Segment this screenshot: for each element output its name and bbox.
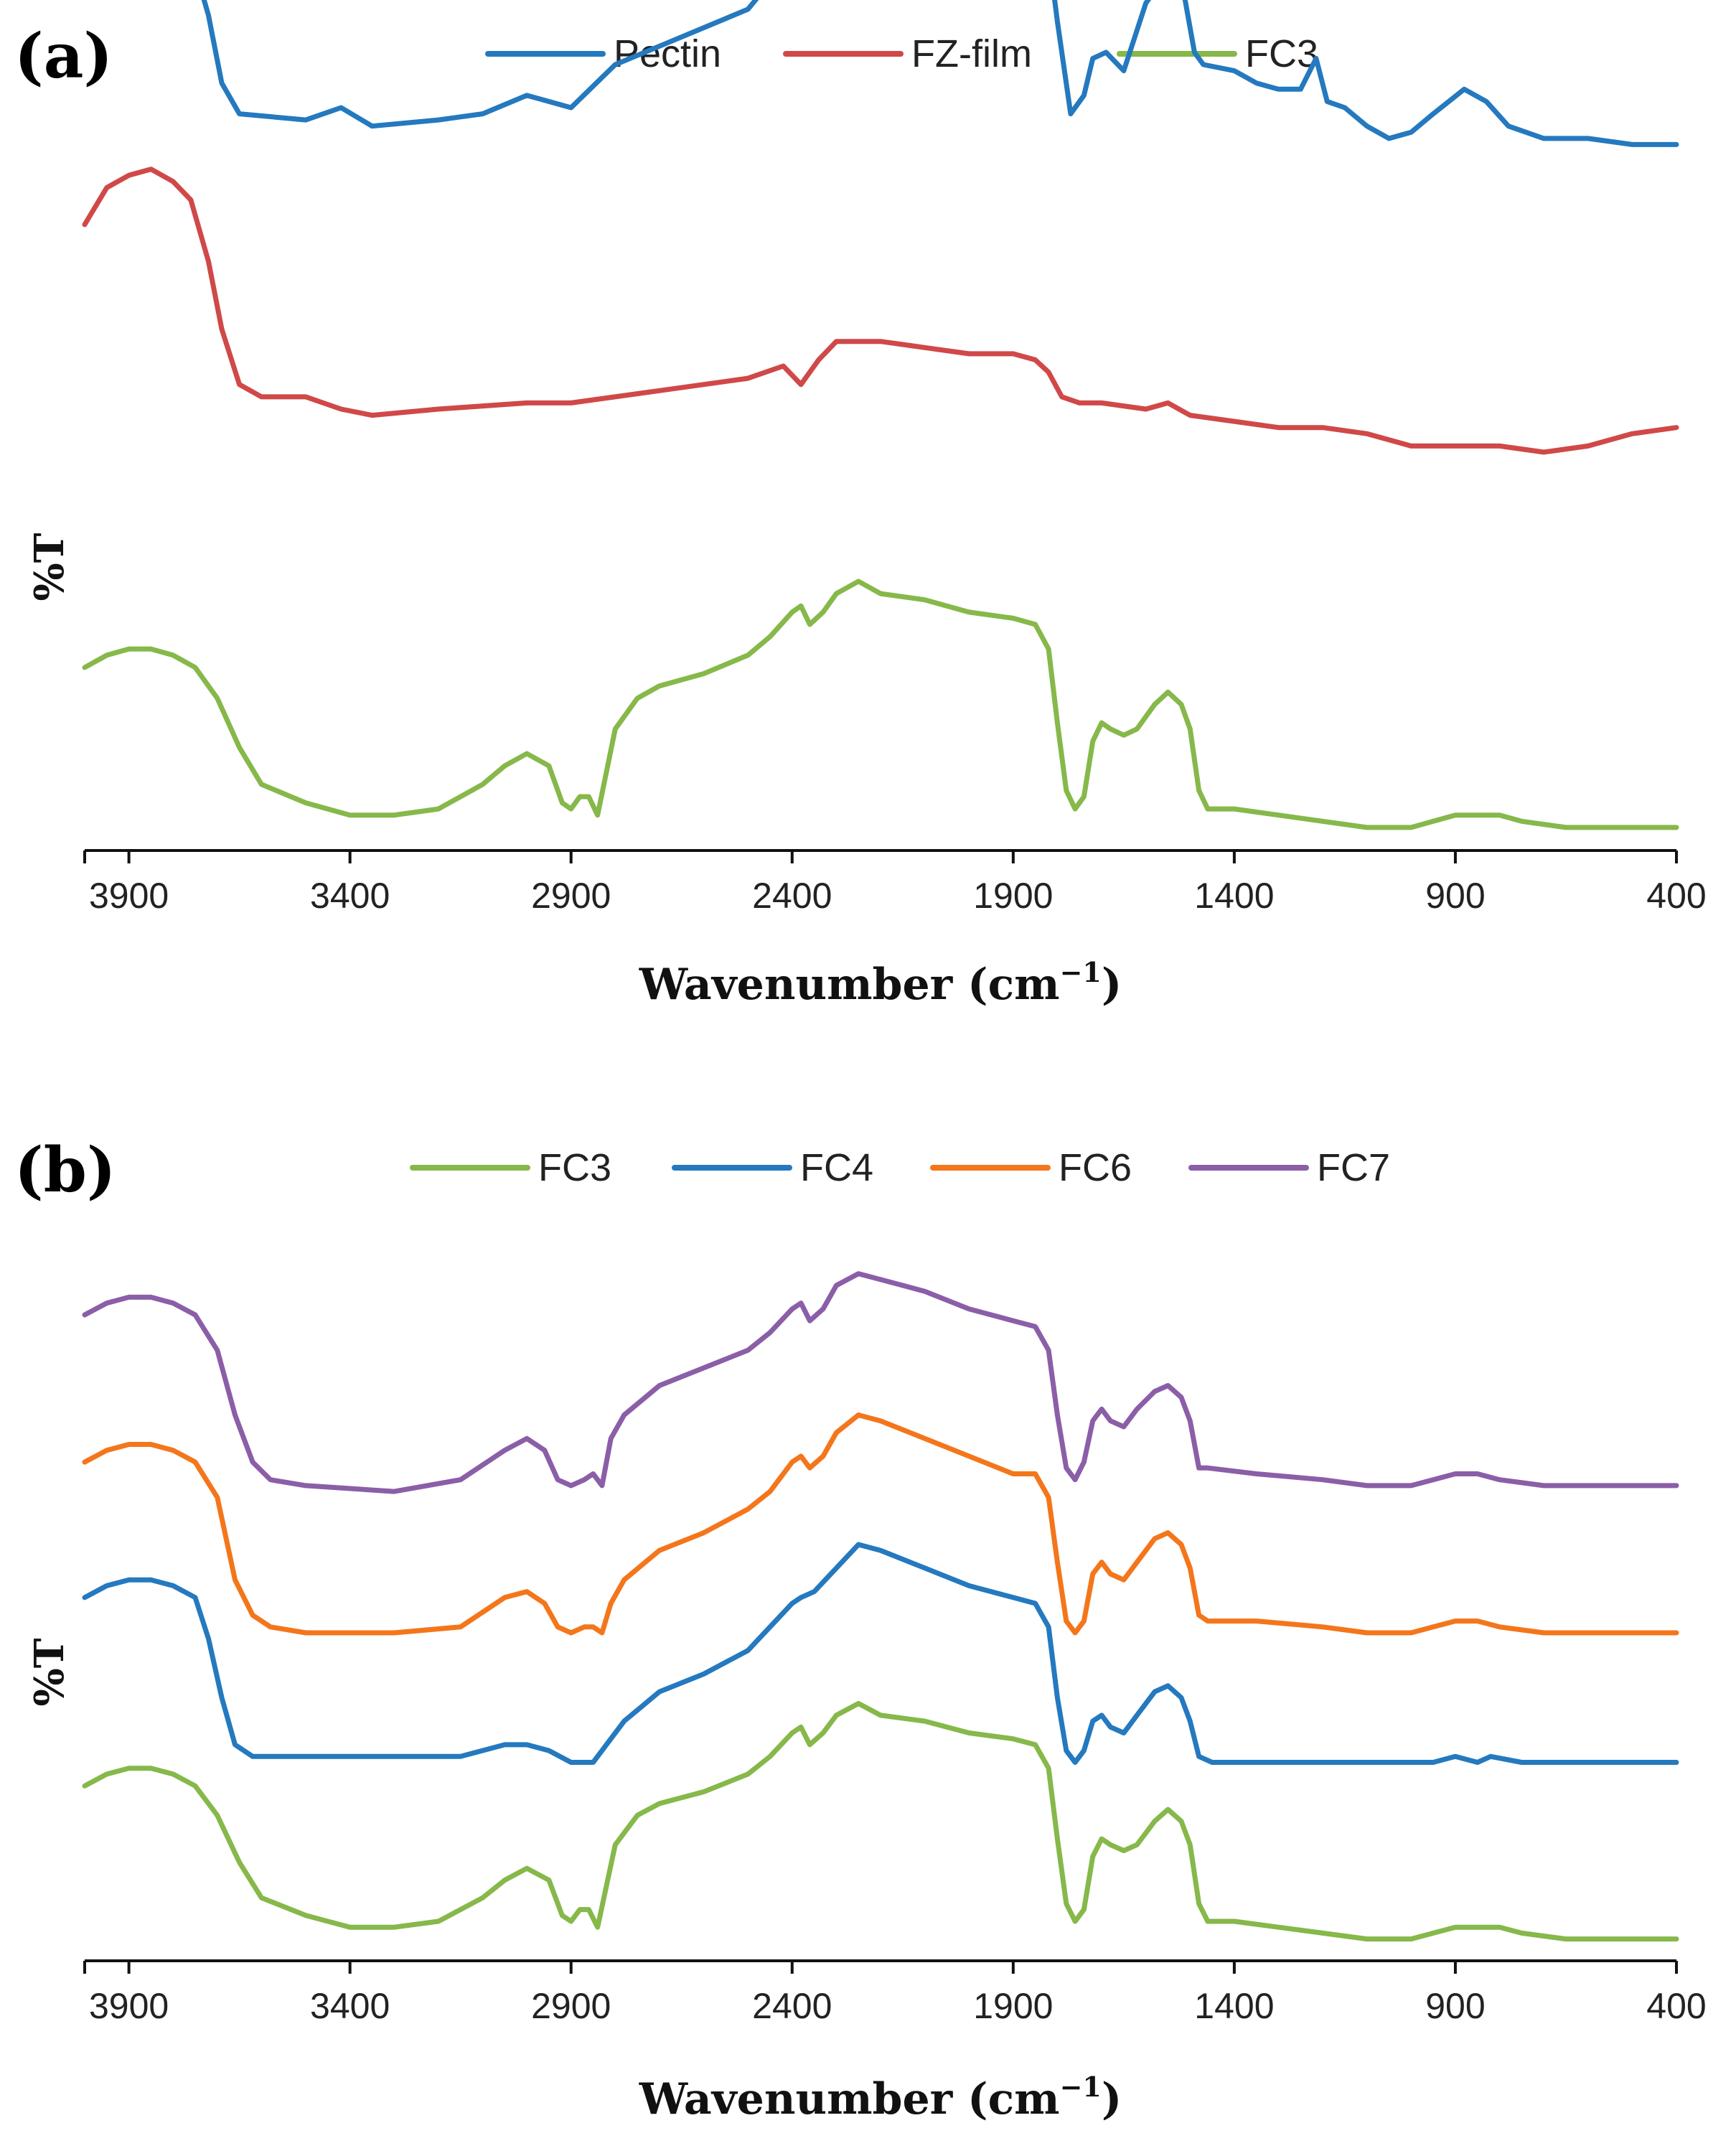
panel-a-label: (a)	[14, 20, 113, 93]
panel-a-x-axis-title: Wavenumber (cm−1)	[639, 956, 1122, 1010]
legend-label: FC4	[800, 1146, 873, 1189]
panel-b-x-axis-title: Wavenumber (cm−1)	[639, 2071, 1122, 2124]
legend-label: FC7	[1317, 1146, 1390, 1189]
x-tick-label: 2900	[531, 876, 611, 916]
x-tick-label: 1900	[973, 876, 1053, 916]
x-tick-label: 3400	[310, 876, 390, 916]
series-line-fc3	[82, 578, 1679, 830]
x-tick-label: 400	[1646, 876, 1706, 916]
x-tick-label: 1400	[1194, 1986, 1274, 2026]
series-line-fc4	[82, 1542, 1679, 1765]
x-tick-label: 400	[1646, 1986, 1706, 2026]
series-line-pectin	[201, 0, 1679, 147]
x-tick-label: 3400	[310, 1986, 390, 2026]
panel-b-x-ticks: 3900 3400 2900 2400 1900 1400 900 400	[83, 1961, 1707, 2026]
x-tick-label: 3900	[89, 1986, 169, 2026]
panel-a: (a) Pectin FZ-film FC3 3900 3400 2900 2400 190…	[14, 0, 1707, 1010]
x-tick-label: 3900	[89, 876, 169, 916]
panel-a-x-ticks: 3900 3400 2900 2400 1900 1400 900 400	[83, 850, 1707, 916]
panel-a-legend: Pectin FZ-film FC3	[485, 32, 1318, 75]
legend-label: FC6	[1059, 1146, 1132, 1189]
panel-b: (b) FC3 FC4 FC6 FC7 3900 3400 2900 2400 1900 140…	[14, 1134, 1707, 2124]
x-tick-label: 1900	[973, 1986, 1053, 2026]
series-line-fc6	[82, 1412, 1679, 1636]
x-tick-label: 2400	[752, 876, 832, 916]
legend-label: FZ-film	[911, 32, 1032, 75]
series-line-fc3	[82, 1701, 1679, 1942]
x-tick-label: 900	[1425, 876, 1485, 916]
legend-label: Pectin	[614, 32, 721, 75]
panel-b-y-axis-title: %T	[26, 1638, 73, 1706]
panel-b-label: (b)	[14, 1134, 116, 1206]
series-line-fc7	[82, 1271, 1679, 1494]
panel-b-legend: FC3 FC4 FC6 FC7	[410, 1146, 1390, 1189]
panel-a-plot-area	[82, 0, 1679, 830]
legend-label: FC3	[1245, 32, 1318, 75]
panel-a-y-axis-title: %T	[26, 533, 73, 601]
x-tick-label: 2900	[531, 1986, 611, 2026]
panel-b-plot-area	[82, 1271, 1679, 1942]
series-line-fz-film	[82, 167, 1679, 455]
x-tick-label: 900	[1425, 1986, 1485, 2026]
legend-label: FC3	[538, 1146, 611, 1189]
x-tick-label: 2400	[752, 1986, 832, 2026]
x-tick-label: 1400	[1194, 876, 1274, 916]
